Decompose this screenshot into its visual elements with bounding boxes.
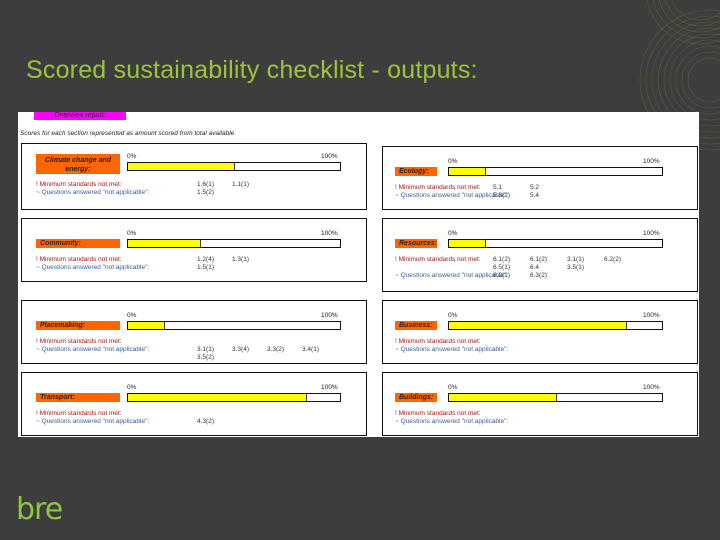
not-applicable-code: 3.3(2) (267, 346, 284, 353)
not-applicable-label: ~ Questions answered "not applicable": (395, 192, 509, 199)
not-applicable-label: ~ Questions answered "not applicable": (395, 346, 509, 353)
min-standard-code: 6.5(1) (493, 264, 510, 271)
section-panel-business: Business: 0% 100% ! Minimum standards not m… (382, 300, 698, 364)
scale-max-label: 100% (643, 384, 660, 391)
scale-min-label: 0% (127, 230, 137, 237)
min-standards-label: ! Minimum standards not met: (395, 410, 481, 417)
min-standard-code: 6.1(2) (493, 256, 510, 263)
score-bar-fill (128, 163, 235, 170)
not-applicable-code: 5.4 (530, 192, 540, 199)
not-applicable-code: 5.3(2) (493, 192, 510, 199)
section-name: Business: (395, 321, 437, 330)
not-applicable-label: ~ Questions answered "not applicable": (36, 264, 150, 271)
scale-min-label: 0% (127, 153, 137, 160)
not-applicable-code: 6.3(2) (530, 272, 547, 279)
min-standard-code: 6.1(2) (530, 256, 547, 263)
min-standard-code: 1.3(1) (232, 256, 249, 263)
scale-max-label: 100% (643, 158, 660, 165)
section-panel-ecology: Ecology: 0% 100% ! Minimum standards not me… (382, 146, 698, 210)
score-bar (448, 393, 663, 402)
not-applicable-code: 1.5(1) (197, 264, 214, 271)
score-bar (448, 167, 663, 176)
scale-max-label: 100% (643, 312, 660, 319)
scale-max-label: 100% (321, 153, 338, 160)
min-standards-label: ! Minimum standards not met: (395, 184, 481, 191)
min-standard-code: 1.6(1) (197, 181, 214, 188)
scale-min-label: 0% (448, 312, 458, 319)
score-bar-fill (449, 240, 487, 247)
bre-logo: bre (16, 492, 63, 527)
section-name: Buildings: (395, 393, 437, 402)
score-bar (448, 239, 663, 248)
section-panel-community: Community: 0% 100% ! Minimum standards not … (21, 218, 367, 282)
min-standard-code: 5.2 (530, 184, 540, 191)
section-name: Ecology: (395, 167, 437, 176)
min-standard-code: 5.1 (493, 184, 503, 191)
score-bar (127, 239, 341, 248)
min-standards-label: ! Minimum standards not met: (395, 256, 481, 263)
decorative-swirl-graphic (560, 0, 720, 180)
section-panel-climate-change-and-energy: Climate change and energy: 0% 100% ! Minimu… (21, 143, 367, 210)
scale-min-label: 0% (448, 230, 458, 237)
section-panel-resources: Resources: 0% 100% ! Minimum standards not … (382, 218, 698, 292)
section-name: Resources: (395, 239, 437, 248)
scale-max-label: 100% (321, 230, 338, 237)
min-standard-code: 1.2(4) (197, 256, 214, 263)
scale-min-label: 0% (127, 312, 137, 319)
slide-title: Scored sustainability checklist - output… (26, 56, 478, 84)
scale-min-label: 0% (127, 384, 137, 391)
scale-min-label: 0% (448, 158, 458, 165)
min-standard-code: 6.2(2) (604, 256, 621, 263)
section-name: Community: (36, 239, 120, 248)
score-bar-fill (128, 240, 202, 247)
min-standard-code: 1.1(1) (232, 181, 249, 188)
scale-min-label: 0% (448, 384, 458, 391)
not-applicable-code: 4.3(2) (197, 418, 214, 425)
score-bar-fill (449, 394, 557, 401)
min-standard-code: 6.4 (530, 264, 540, 271)
min-standard-code: 3.1(1) (567, 256, 584, 263)
score-bar-fill (449, 322, 627, 329)
min-standards-label: ! Minimum standards not met: (395, 338, 481, 345)
score-bar (127, 393, 341, 402)
section-panel-buildings: Buildings: 0% 100% ! Minimum standards not … (382, 372, 698, 436)
not-applicable-label: ~ Questions answered "not applicable": (36, 418, 150, 425)
min-standards-label: ! Minimum standards not met: (36, 181, 122, 188)
not-applicable-label: ~ Questions answered "not applicable": (395, 418, 509, 425)
not-applicable-code: 6.2(1) (493, 272, 510, 279)
min-standards-label: ! Minimum standards not met: (36, 256, 122, 263)
not-applicable-label: ~ Questions answered "not applicable": (395, 272, 509, 279)
not-applicable-code: 3.4(1) (302, 346, 319, 353)
score-bar-fill (128, 394, 308, 401)
min-standards-label: ! Minimum standards not met: (36, 338, 122, 345)
not-applicable-code: 3.3(4) (232, 346, 249, 353)
not-applicable-code: 3.5(2) (197, 354, 214, 361)
overview-report-badge: Overview report: (34, 112, 126, 120)
not-applicable-code: 3.1(1) (197, 346, 214, 353)
section-panel-placemaking: Placemaking: 0% 100% ! Minimum standards no… (21, 300, 367, 364)
report-subtitle: Scores for each section represented as a… (20, 130, 235, 137)
score-bar (127, 162, 341, 171)
score-bar (448, 321, 663, 330)
min-standard-code: 3.5(1) (567, 264, 584, 271)
section-panel-transport: Transport: 0% 100% ! Minimum standards not … (21, 372, 367, 436)
score-bar (127, 321, 341, 330)
scale-max-label: 100% (643, 230, 660, 237)
not-applicable-code: 1.5(2) (197, 189, 214, 196)
not-applicable-label: ~ Questions answered "not applicable": (36, 189, 150, 196)
score-bar-fill (128, 322, 166, 329)
min-standards-label: ! Minimum standards not met: (36, 410, 122, 417)
overview-report-sheet: Overview report: Scores for each section… (18, 112, 699, 437)
section-name: Placemaking: (36, 321, 120, 330)
score-bar-fill (449, 168, 487, 175)
scale-max-label: 100% (321, 312, 338, 319)
scale-max-label: 100% (321, 384, 338, 391)
section-name: Transport: (36, 393, 120, 402)
section-name: Climate change and energy: (36, 154, 120, 174)
not-applicable-label: ~ Questions answered "not applicable": (36, 346, 150, 353)
